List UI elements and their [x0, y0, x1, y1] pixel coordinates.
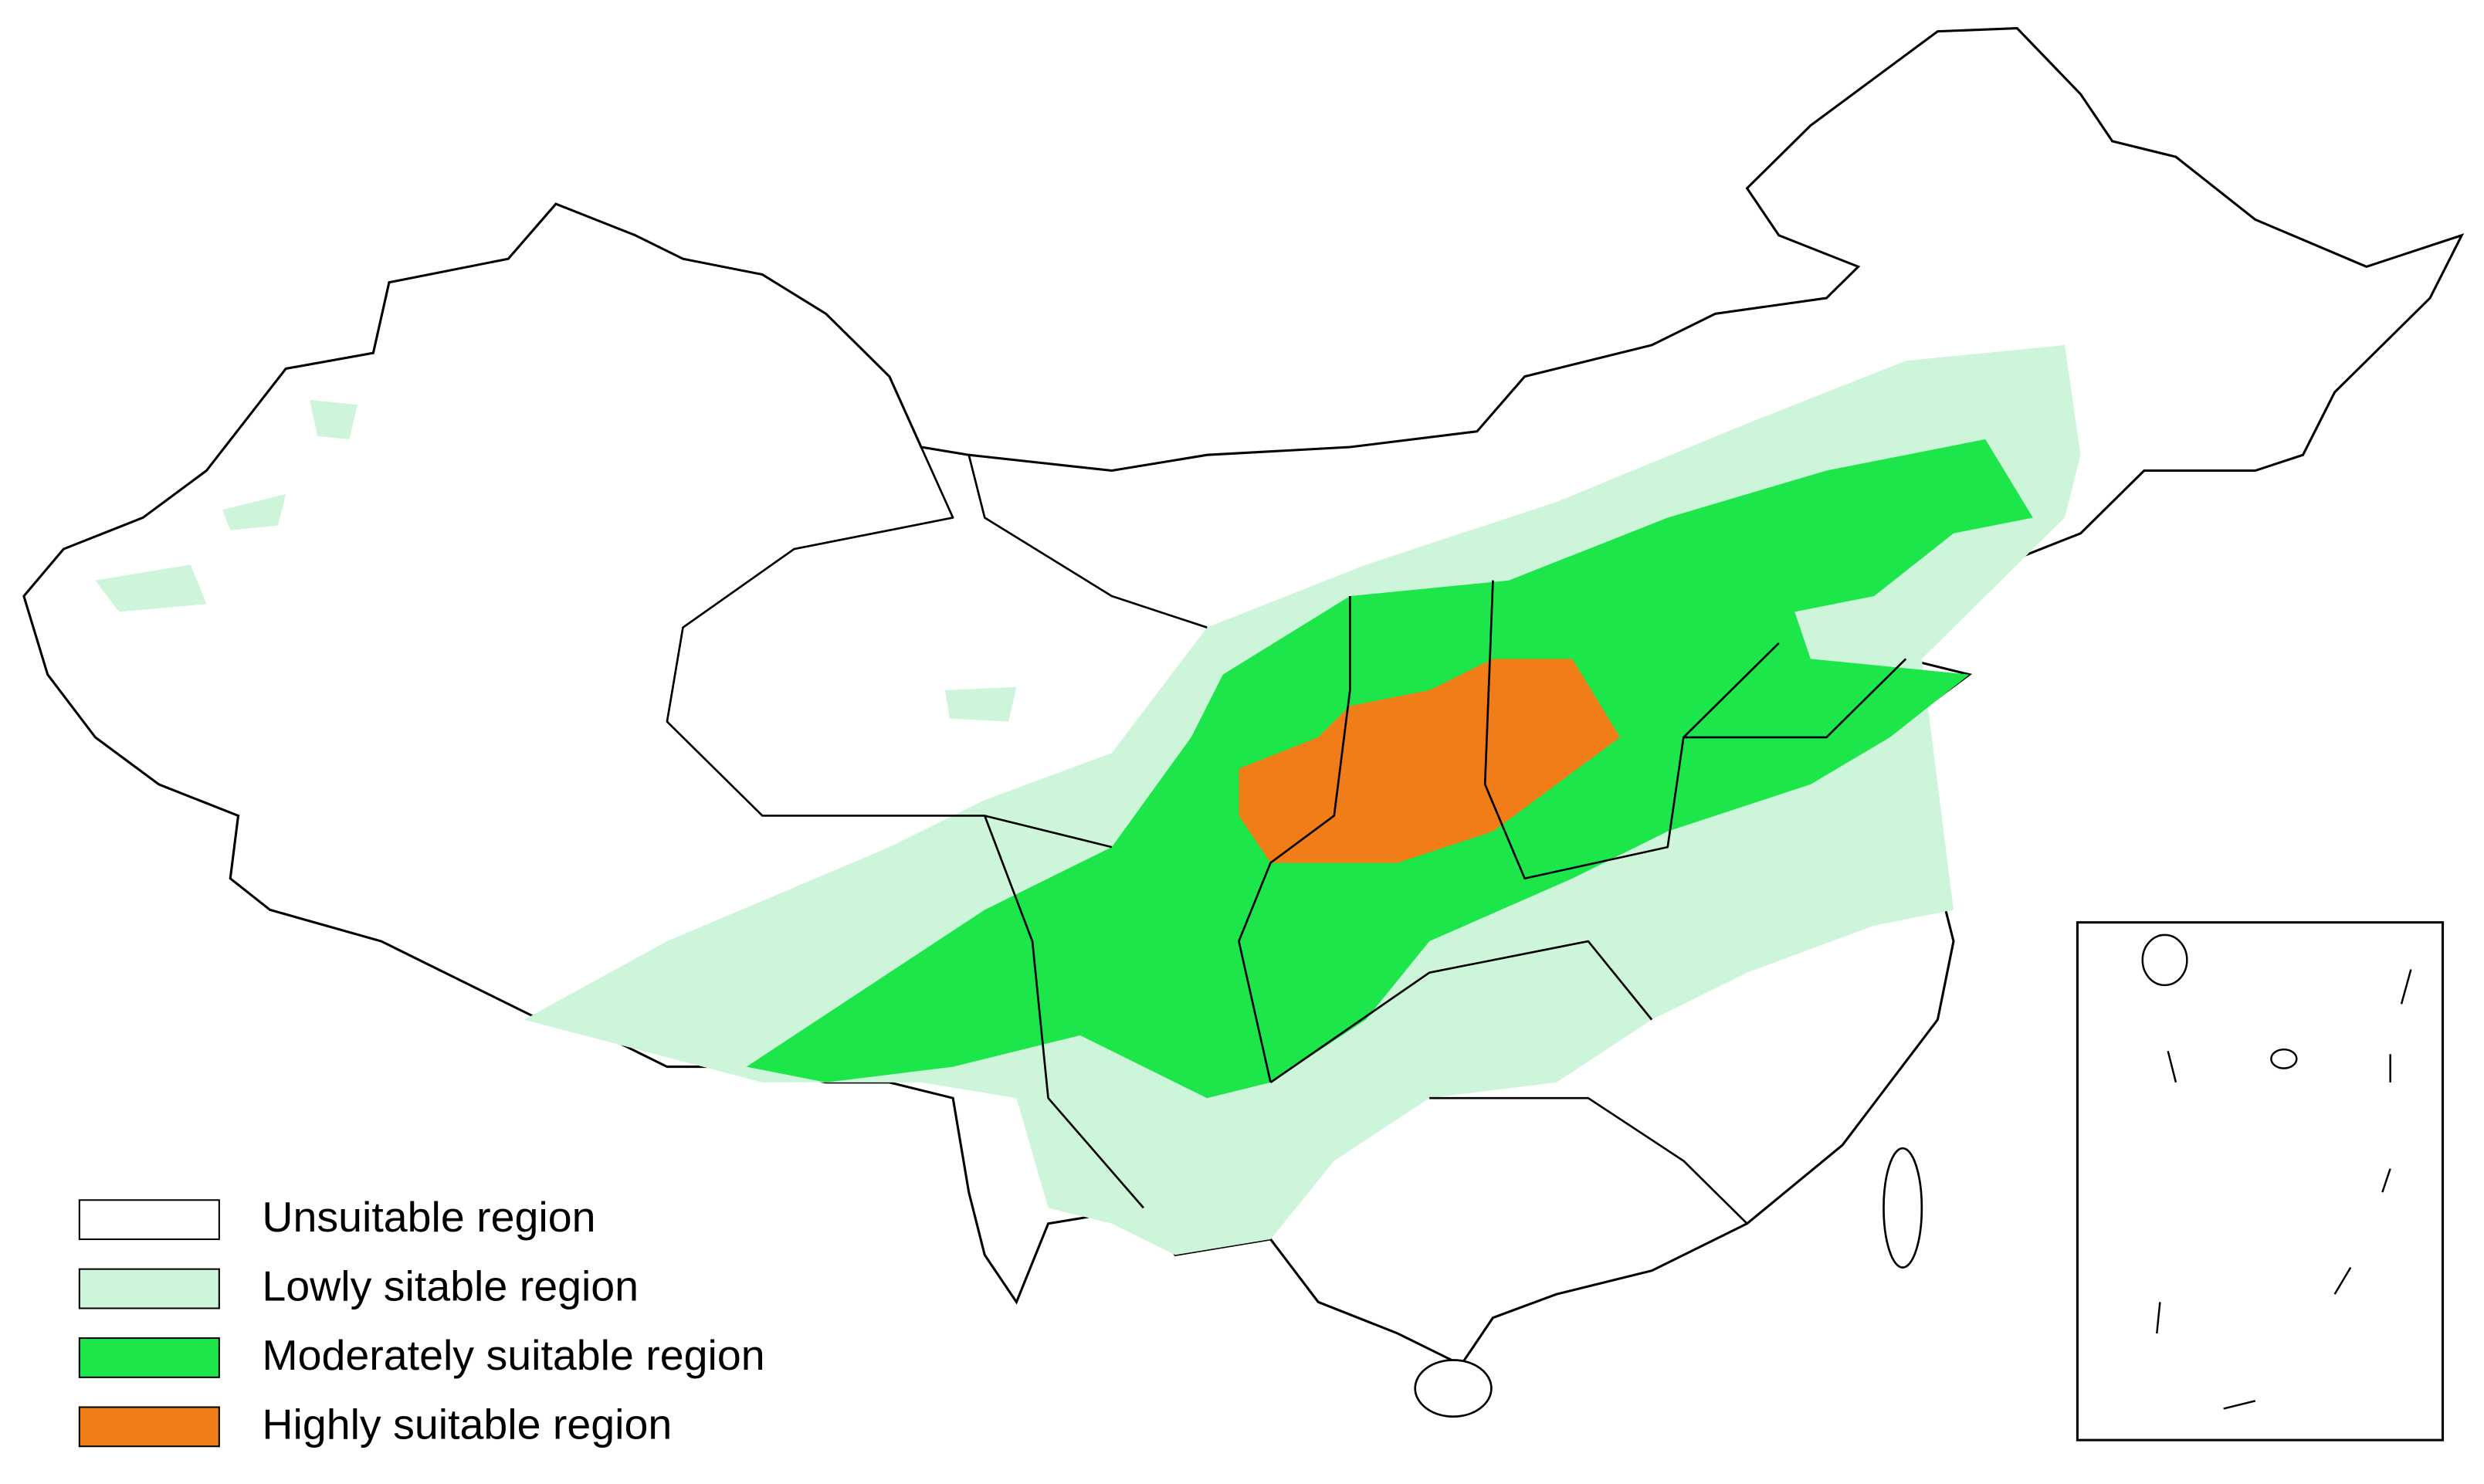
south-china-sea-inset [2076, 921, 2445, 1442]
low-suitability-area [944, 686, 1017, 722]
legend-swatch [78, 1337, 220, 1378]
legend-label: Unsuitable region [262, 1193, 595, 1241]
legend-label: Highly suitable region [262, 1401, 672, 1448]
taiwan-island [1882, 1147, 1923, 1269]
legend: Unsuitable region Lowly sitable region Mod… [78, 1193, 765, 1448]
low-suitability-area [310, 400, 358, 439]
inset-frame [2076, 921, 2445, 1442]
inset-island [2270, 1048, 2298, 1069]
legend-swatch [78, 1199, 220, 1241]
inset-boundary-dashes [2156, 969, 2412, 1410]
legend-label: Moderately suitable region [262, 1331, 764, 1379]
legend-swatch [78, 1268, 220, 1310]
province-borders [666, 446, 1907, 1225]
low-suitability-area [95, 564, 207, 612]
hainan-island [1414, 1359, 1493, 1418]
legend-swatch [78, 1406, 220, 1448]
legend-label: Lowly sitable region [262, 1262, 639, 1310]
low-suitability-area [222, 493, 286, 530]
inset-island [2141, 933, 2188, 987]
land [22, 27, 2465, 1418]
